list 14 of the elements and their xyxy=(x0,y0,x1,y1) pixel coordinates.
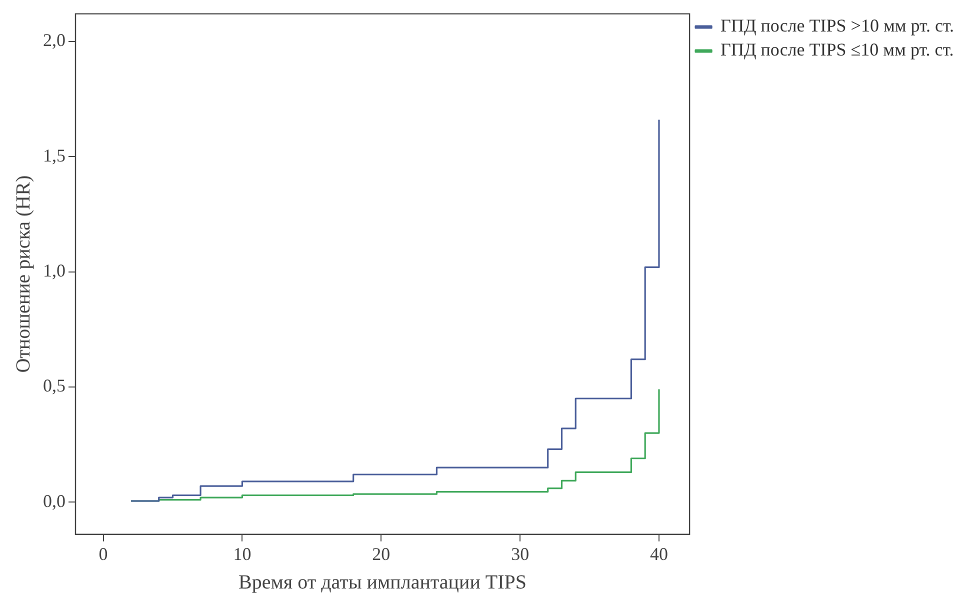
x-tick-label: 10 xyxy=(233,544,252,564)
x-tick-label: 20 xyxy=(372,544,390,564)
legend-label: ГПД после TIPS >10 мм рт. ст. xyxy=(720,16,954,36)
y-tick-label: 1,5 xyxy=(43,145,66,166)
x-tick-label: 30 xyxy=(511,544,530,564)
x-tick-label: 40 xyxy=(650,544,668,564)
y-tick-label: 2,0 xyxy=(43,30,66,50)
y-tick-label: 1,0 xyxy=(43,260,66,281)
y-axis-title: Отношение риска (HR) xyxy=(12,175,34,373)
y-tick-label: 0,5 xyxy=(43,376,66,396)
legend-label: ГПД после TIPS ≤10 мм рт. ст. xyxy=(720,40,954,60)
y-tick-label: 0,0 xyxy=(43,490,66,511)
x-axis-title: Время от даты имплантации TIPS xyxy=(238,571,527,594)
x-tick-label: 0 xyxy=(98,544,108,564)
